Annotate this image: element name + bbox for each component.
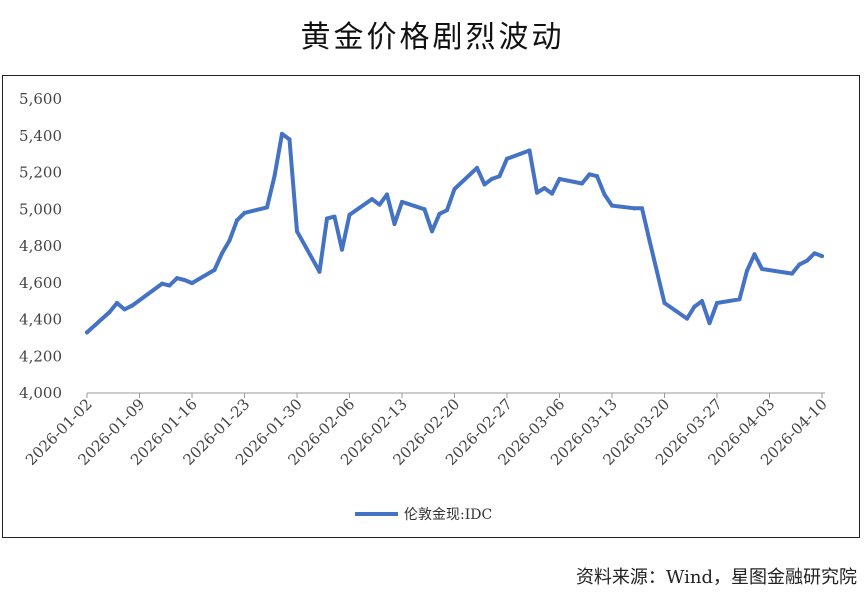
data-point	[227, 238, 232, 243]
data-point	[287, 137, 292, 142]
data-point	[220, 251, 224, 256]
data-point	[235, 218, 239, 223]
y-tick-label: 4,400	[19, 311, 62, 329]
data-point	[820, 254, 824, 259]
source-note: 资料来源：Wind，星图金融研究院	[575, 567, 857, 588]
data-point	[347, 212, 352, 217]
data-point	[182, 277, 187, 282]
chart-frame	[2, 75, 860, 538]
data-point	[437, 211, 442, 216]
data-point	[535, 190, 539, 195]
data-point	[317, 269, 322, 274]
data-point	[107, 310, 112, 315]
data-point	[482, 182, 487, 187]
data-point	[445, 208, 449, 213]
data-point	[175, 276, 179, 281]
data-point	[805, 258, 809, 263]
data-point	[167, 283, 172, 288]
data-point	[640, 206, 644, 211]
data-point	[377, 202, 382, 207]
data-point	[272, 174, 277, 179]
page-title: 黄金价格剧烈波动	[300, 20, 565, 55]
data-point	[280, 131, 284, 136]
data-point	[385, 192, 389, 197]
data-point	[580, 181, 584, 186]
data-point	[737, 297, 742, 302]
data-point	[400, 199, 404, 204]
data-point	[122, 307, 127, 312]
data-point	[715, 300, 719, 305]
data-point	[490, 176, 494, 181]
data-point	[745, 268, 749, 273]
data-point	[595, 174, 599, 179]
data-point	[812, 251, 817, 256]
data-point	[752, 252, 757, 257]
data-point	[325, 216, 329, 221]
data-point	[85, 330, 89, 335]
data-point	[115, 300, 119, 305]
data-point	[610, 203, 614, 208]
legend-label: 伦敦金现:IDC	[404, 507, 492, 523]
data-point	[700, 299, 704, 304]
data-point	[295, 229, 299, 234]
y-tick-label: 4,000	[19, 384, 62, 402]
y-tick-label: 4,600	[19, 274, 62, 292]
data-point	[212, 267, 217, 272]
y-tick-label: 5,400	[19, 127, 62, 145]
data-point	[332, 214, 337, 219]
y-tick-label: 5,200	[19, 164, 62, 182]
data-point	[242, 210, 247, 215]
data-point	[587, 172, 592, 177]
data-point	[542, 186, 547, 191]
series-line	[85, 131, 824, 335]
data-point	[557, 176, 562, 181]
data-point	[497, 174, 502, 179]
data-point	[190, 281, 194, 286]
data-point	[602, 192, 607, 197]
data-point	[632, 206, 637, 211]
x-axis-ticks: 2026-01-022026-01-092026-01-162026-01-23…	[22, 393, 831, 469]
data-point	[685, 316, 689, 321]
data-point	[707, 321, 712, 326]
data-point	[647, 238, 652, 243]
data-point	[790, 271, 794, 276]
data-point	[370, 197, 374, 202]
data-point	[662, 300, 667, 305]
y-tick-label: 5,000	[19, 200, 62, 218]
data-point	[265, 205, 269, 210]
legend: 伦敦金现:IDC	[355, 507, 492, 523]
y-tick-label: 4,200	[19, 347, 62, 365]
data-point	[160, 281, 164, 286]
data-point	[550, 191, 554, 196]
series-points	[85, 131, 824, 335]
data-point	[340, 247, 344, 252]
data-point	[760, 266, 764, 271]
y-tick-label: 4,800	[19, 237, 62, 255]
y-axis-ticks: 4,000 4,200 4,400 4,600 4,800 5,000 5,200 5,400…	[19, 90, 62, 402]
data-point	[430, 229, 434, 234]
data-point	[422, 207, 427, 212]
data-point	[505, 156, 509, 161]
data-point	[527, 148, 532, 153]
data-point	[797, 262, 802, 267]
data-point	[692, 304, 697, 309]
y-tick-label: 5,600	[19, 90, 62, 108]
data-point	[452, 187, 457, 192]
data-point	[392, 221, 397, 226]
data-point	[475, 165, 479, 170]
data-point	[130, 303, 134, 308]
